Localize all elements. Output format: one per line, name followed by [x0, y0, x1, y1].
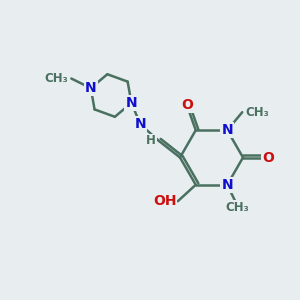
- Text: CH₃: CH₃: [226, 201, 250, 214]
- Text: H: H: [146, 134, 156, 148]
- Text: N: N: [135, 118, 146, 131]
- Text: O: O: [181, 98, 193, 112]
- Text: OH: OH: [153, 194, 176, 208]
- Text: CH₃: CH₃: [245, 106, 269, 119]
- Text: N: N: [221, 178, 233, 192]
- Text: N: N: [85, 81, 97, 95]
- Text: N: N: [126, 96, 137, 110]
- Text: O: O: [262, 151, 274, 164]
- Text: CH₃: CH₃: [45, 72, 68, 85]
- Text: N: N: [221, 123, 233, 137]
